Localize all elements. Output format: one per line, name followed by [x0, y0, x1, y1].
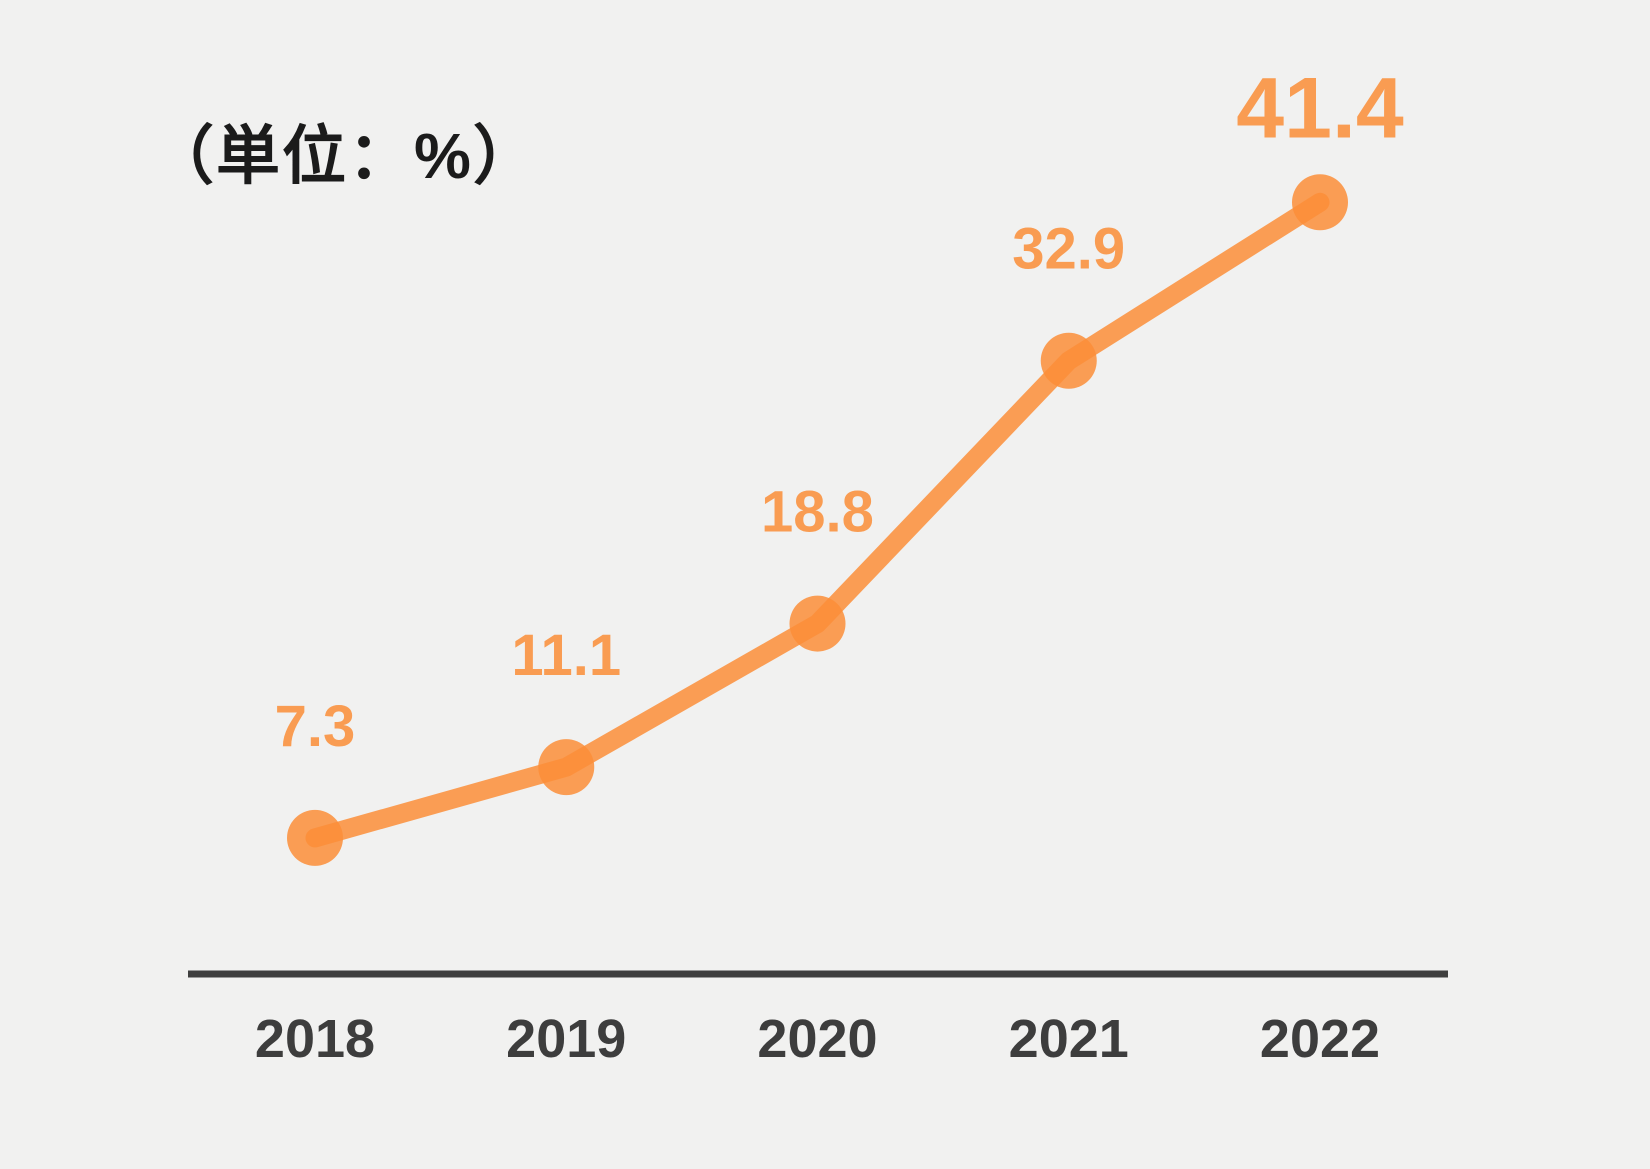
series-line	[305, 192, 1330, 848]
x-tick-2021: 2021	[1009, 1009, 1129, 1069]
x-tick-2022: 2022	[1260, 1009, 1380, 1069]
value-label-2019: 11.1	[511, 623, 621, 688]
value-label-2022: 41.4	[1236, 60, 1404, 156]
x-tick-2018: 2018	[255, 1009, 375, 1069]
value-label-2020: 18.8	[761, 480, 874, 545]
value-label-2021: 32.9	[1012, 217, 1125, 282]
x-tick-2019: 2019	[506, 1009, 626, 1069]
unit-note-label: （単位：%）	[150, 120, 539, 192]
x-tick-2020: 2020	[757, 1009, 877, 1069]
value-label-2018: 7.3	[275, 694, 356, 759]
